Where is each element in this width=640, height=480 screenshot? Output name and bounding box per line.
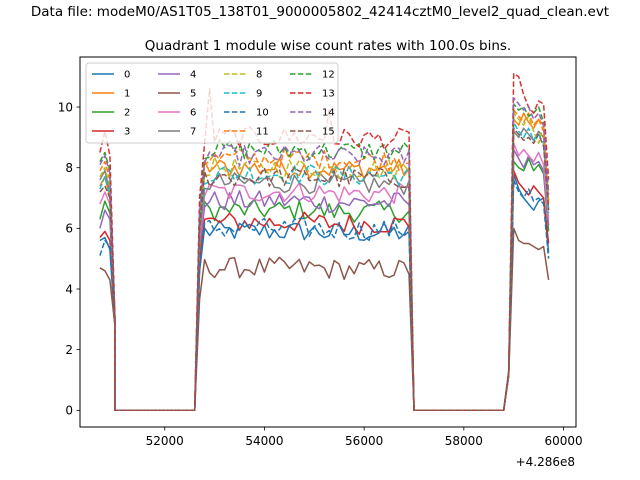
y-tick-label: 6: [65, 222, 73, 236]
legend-label-3: 3: [124, 127, 130, 138]
legend-label-7: 7: [190, 127, 196, 138]
y-tick-label: 2: [65, 343, 73, 357]
y-tick-label: 8: [65, 161, 73, 175]
x-tick-label: 58000: [445, 434, 483, 448]
legend-label-4: 4: [190, 70, 196, 81]
legend-label-6: 6: [190, 108, 196, 119]
legend-label-15: 15: [322, 127, 335, 138]
x-tick-label: 56000: [345, 434, 383, 448]
legend-label-0: 0: [124, 70, 130, 81]
x-axis-offset-label: +4.286e8: [516, 455, 575, 469]
y-axis: 0 2 4 6 8 10: [58, 100, 80, 418]
legend-label-12: 12: [322, 70, 335, 81]
legend-label-13: 13: [322, 89, 335, 100]
legend-box: [85, 62, 339, 144]
series-lines: [99, 72, 550, 412]
legend-label-11: 11: [256, 127, 269, 138]
y-tick-label: 10: [58, 100, 73, 114]
legend-label-2: 2: [124, 108, 130, 119]
chart-title: Quadrant 1 module wise count rates with …: [145, 38, 511, 54]
legend-label-14: 14: [322, 108, 335, 119]
legend-label-8: 8: [256, 70, 262, 81]
legend-label-5: 5: [190, 89, 196, 100]
legend-label-10: 10: [256, 108, 269, 119]
x-tick-label: 60000: [544, 434, 582, 448]
x-tick-label: 52000: [146, 434, 184, 448]
legend-label-9: 9: [256, 89, 262, 100]
legend-label-1: 1: [124, 89, 130, 100]
y-tick-label: 0: [65, 404, 73, 418]
x-axis: 52000 54000 56000 58000 60000: [146, 427, 583, 448]
y-tick-label: 4: [65, 282, 73, 296]
series-line-15: [99, 127, 550, 412]
axes-frame: [79, 56, 577, 428]
chart-suptitle: Data file: modeM0/AS1T05_138T01_90000058…: [31, 4, 609, 20]
x-tick-label: 54000: [245, 434, 283, 448]
